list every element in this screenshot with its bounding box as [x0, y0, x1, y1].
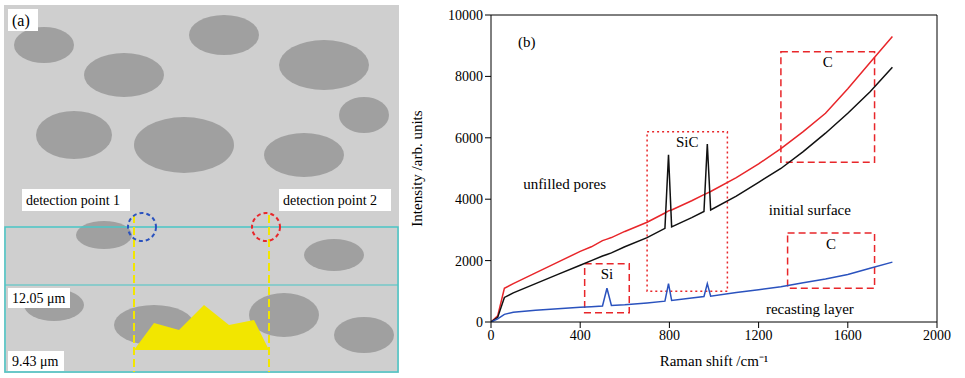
svg-text:C: C [826, 236, 836, 252]
svg-text:8000: 8000 [455, 69, 483, 84]
svg-text:800: 800 [659, 328, 680, 343]
svg-text:Raman shift /cm⁻¹: Raman shift /cm⁻¹ [660, 353, 769, 369]
svg-text:unfilled pores: unfilled pores [523, 176, 606, 192]
svg-text:1600: 1600 [834, 328, 862, 343]
svg-text:recasting layer: recasting layer [766, 301, 854, 317]
svg-text:9.43 μm: 9.43 μm [12, 354, 59, 369]
svg-text:10000: 10000 [448, 8, 483, 23]
svg-text:detection point 1: detection point 1 [26, 193, 120, 208]
svg-text:detection point 2: detection point 2 [283, 193, 377, 208]
svg-text:12.05 μm: 12.05 μm [12, 291, 66, 306]
svg-text:1200: 1200 [745, 328, 773, 343]
svg-text:Intensity /arb. units: Intensity /arb. units [409, 110, 425, 226]
svg-text:initial surface: initial surface [769, 202, 851, 218]
svg-text:C: C [823, 54, 833, 70]
svg-text:0: 0 [476, 315, 483, 330]
svg-text:400: 400 [570, 328, 591, 343]
svg-text:2000: 2000 [923, 328, 951, 343]
svg-text:0: 0 [488, 328, 495, 343]
svg-text:SiC: SiC [676, 134, 699, 150]
svg-text:2000: 2000 [455, 254, 483, 269]
svg-text:6000: 6000 [455, 131, 483, 146]
svg-text:(a): (a) [12, 12, 30, 30]
svg-text:(b): (b) [518, 34, 536, 51]
svg-text:4000: 4000 [455, 192, 483, 207]
svg-text:Si: Si [601, 266, 614, 282]
